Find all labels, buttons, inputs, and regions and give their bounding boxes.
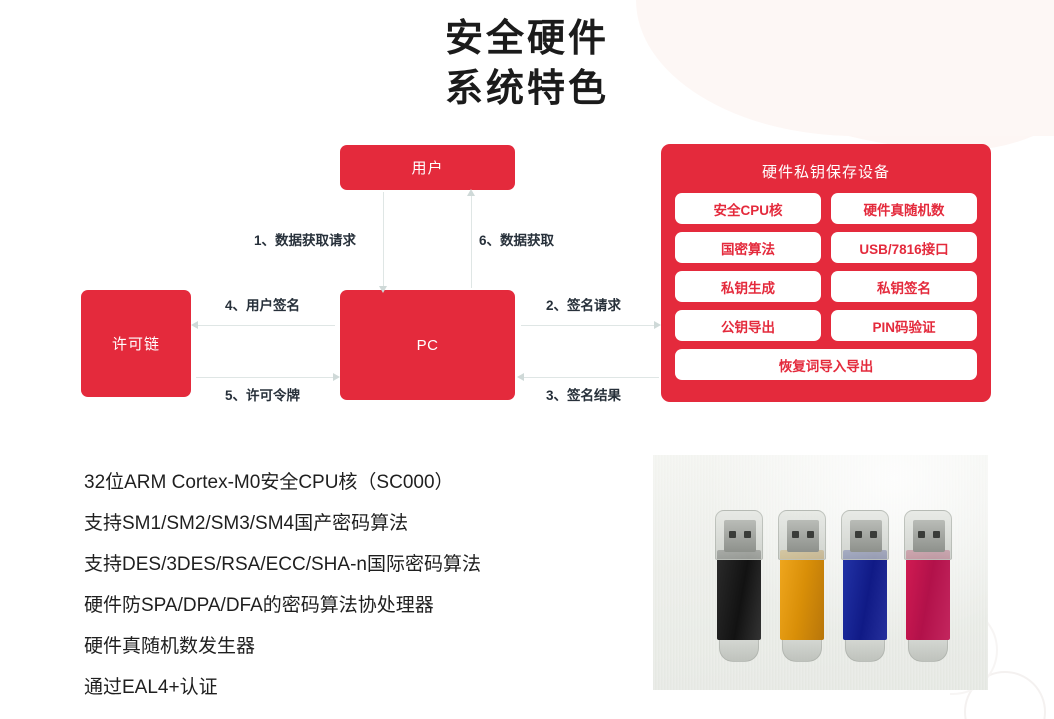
flow-2-label: 2、签名请求 — [546, 298, 622, 313]
hardware-pill-sm-algorithms[interactable]: 国密算法 — [675, 232, 821, 263]
hardware-pill-pubkey-export[interactable]: 公钥导出 — [675, 310, 821, 341]
usb-body — [906, 550, 950, 640]
hardware-pill-pin-verify[interactable]: PIN码验证 — [831, 310, 977, 341]
flow-6-label: 6、数据获取 — [479, 233, 555, 248]
flow-4-label: 4、用户签名 — [225, 298, 301, 313]
usb-cap — [904, 510, 952, 560]
usb-body — [717, 550, 761, 640]
flow-6-line — [471, 194, 472, 288]
feature-item-trng: 硬件真随机数发生器 — [84, 636, 256, 657]
flow-2-arrowhead — [654, 321, 661, 329]
usb-connector-icon — [787, 520, 819, 552]
usb-device-red — [904, 510, 952, 662]
usb-cap — [778, 510, 826, 560]
usb-device-gold — [778, 510, 826, 662]
diagram-node-pc[interactable]: PC — [340, 290, 515, 400]
flow-3-label: 3、签名结果 — [546, 388, 622, 403]
hardware-pill-usb-7816[interactable]: USB/7816接口 — [831, 232, 977, 263]
feature-item-sm-algos: 支持SM1/SM2/SM3/SM4国产密码算法 — [84, 513, 409, 534]
diagram-node-chain[interactable]: 许可链 — [81, 290, 191, 397]
usb-cap — [841, 510, 889, 560]
feature-item-eal4: 通过EAL4+认证 — [84, 677, 218, 698]
feature-item-cpu: 32位ARM Cortex-M0安全CPU核（SC000） — [84, 472, 454, 493]
hardware-feature-grid: 安全CPU核 硬件真随机数 国密算法 USB/7816接口 私钥生成 私钥签名 … — [675, 193, 977, 380]
page-title: 安全硬件 系统特色 — [0, 14, 1054, 114]
page-title-line-1: 安全硬件 — [444, 18, 609, 60]
usb-devices-photo — [653, 455, 988, 690]
feature-list: 32位ARM Cortex-M0安全CPU核（SC000） 支持SM1/SM2/… — [84, 462, 604, 708]
hardware-pill-privkey-gen[interactable]: 私钥生成 — [675, 271, 821, 302]
flow-1-line — [383, 192, 384, 288]
usb-connector-icon — [724, 520, 756, 552]
flow-5-label: 5、许可令牌 — [225, 388, 301, 403]
flow-6-arrowhead — [467, 189, 475, 196]
usb-device-blue — [841, 510, 889, 662]
flow-4-arrowhead — [191, 321, 198, 329]
hardware-panel-title: 硬件私钥保存设备 — [761, 164, 890, 181]
usb-cap — [715, 510, 763, 560]
usb-connector-icon — [850, 520, 882, 552]
hardware-key-storage-panel: 硬件私钥保存设备 安全CPU核 硬件真随机数 国密算法 USB/7816接口 私… — [661, 144, 991, 402]
flow-3-line — [523, 377, 659, 378]
usb-connector-icon — [913, 520, 945, 552]
usb-device-black — [715, 510, 763, 662]
hardware-pill-privkey-sign[interactable]: 私钥签名 — [831, 271, 977, 302]
flow-2-line — [521, 325, 655, 326]
flow-4-line — [197, 325, 335, 326]
hardware-pill-trng[interactable]: 硬件真随机数 — [831, 193, 977, 224]
usb-body — [843, 550, 887, 640]
flow-1-label: 1、数据获取请求 — [254, 233, 357, 248]
flow-5-arrowhead — [333, 373, 340, 381]
diagram-node-user[interactable]: 用户 — [340, 145, 515, 190]
feature-item-intl-algos: 支持DES/3DES/RSA/ECC/SHA-n国际密码算法 — [84, 554, 481, 575]
flow-1-arrowhead — [379, 286, 387, 293]
hardware-pill-mnemonic-import-export[interactable]: 恢复词导入导出 — [675, 349, 977, 380]
feature-item-side-channel: 硬件防SPA/DPA/DFA的密码算法协处理器 — [84, 595, 434, 616]
flow-5-line — [196, 377, 334, 378]
usb-body — [780, 550, 824, 640]
flow-3-arrowhead — [517, 373, 524, 381]
hardware-pill-secure-cpu[interactable]: 安全CPU核 — [675, 193, 821, 224]
page-title-line-2: 系统特色 — [444, 68, 609, 110]
